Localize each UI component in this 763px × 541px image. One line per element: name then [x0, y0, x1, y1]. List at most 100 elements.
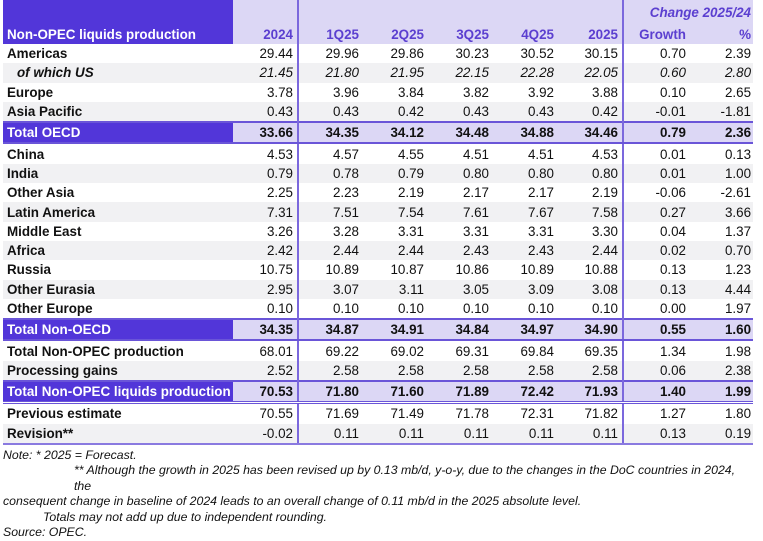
cell-2q25: 69.02	[390, 343, 424, 359]
cell-4q25: 7.67	[493, 202, 558, 222]
cell-2024: 0.10	[233, 298, 299, 320]
cell-3q25: 2.58	[428, 360, 493, 382]
col-header-2024: 2024	[233, 24, 299, 44]
cell-2025: 2.58	[558, 360, 624, 382]
cell-3q25: 0.10	[462, 301, 489, 316]
header-spacer	[233, 0, 299, 24]
cell-4q25: 0.10	[527, 301, 554, 316]
col-header-4q25: 4Q25	[493, 24, 558, 44]
cell-2q25: 2.44	[363, 240, 428, 261]
note-revision: ** Although the growth in 2025 has been …	[74, 463, 736, 493]
non-opec-production-table: Change 2025/24 Non-OPEC liquids producti…	[3, 0, 754, 445]
cell-growth: 0.04	[659, 223, 686, 239]
cell-4q25: 3.92	[527, 84, 554, 100]
cell-growth: 1.34	[659, 343, 686, 359]
cell-growth: 0.13	[623, 423, 698, 445]
cell-percent: 2.80	[698, 63, 754, 83]
cell-growth: 0.70	[659, 46, 686, 62]
cell-2q25: 3.11	[363, 279, 428, 299]
cell-3q25: 34.84	[428, 318, 493, 342]
row-label: Other Asia	[7, 185, 75, 201]
cell-4q25: 3.09	[493, 279, 558, 299]
cell-percent: -1.81	[698, 101, 754, 123]
cell-percent: 2.38	[698, 360, 754, 382]
cell-growth: 0.60	[623, 63, 698, 83]
cell-percent: 0.70	[698, 240, 754, 261]
row-label: Latin America	[3, 202, 233, 222]
header-spacer	[363, 0, 428, 24]
header-title-cell-top	[3, 0, 233, 24]
cell-growth: 0.13	[659, 262, 686, 278]
cell-percent: 1.37	[724, 223, 752, 239]
table-row: Total Non-OECD 34.35 34.87 34.91 34.84 34.97 3…	[3, 318, 754, 342]
cell-2q25: 0.11	[363, 423, 428, 445]
cell-2025: 34.90	[558, 318, 624, 342]
cell-2024: 0.79	[233, 163, 299, 184]
cell-2024: 21.45	[233, 63, 299, 83]
note-forecast: Note: * 2025 = Forecast.	[3, 447, 137, 462]
cell-2q25: 71.60	[363, 380, 428, 405]
cell-2024: 0.43	[233, 101, 299, 123]
cell-2q25: 0.79	[363, 163, 428, 184]
row-label: Other Europe	[7, 301, 93, 316]
row-label: Asia Pacific	[3, 101, 233, 123]
cell-growth: 1.27	[659, 406, 686, 422]
cell-2q25: 29.86	[390, 46, 424, 62]
cell-3q25: 3.82	[462, 84, 489, 100]
cell-4q25: 69.84	[520, 343, 554, 359]
cell-1q25: 7.51	[298, 202, 363, 222]
cell-1q25: 69.22	[325, 343, 359, 359]
cell-2025: 3.30	[558, 221, 624, 241]
cell-3q25: 71.89	[428, 380, 493, 405]
cell-2025: 0.80	[558, 163, 624, 184]
table-row: of which US 21.45 21.80 21.95 22.15 22.28 22.0…	[3, 63, 754, 83]
cell-percent: 1.00	[698, 163, 754, 184]
cell-2025: 22.05	[558, 63, 624, 83]
cell-2025: 2.44	[558, 240, 624, 261]
table-row: China 4.53 4.57 4.55 4.51 4.51 4.53 0.01 0.13	[3, 143, 753, 164]
col-header-2q25: 2Q25	[363, 24, 428, 44]
cell-2024: 2.95	[233, 279, 299, 299]
note-rounding: Totals may not add up due to independent…	[43, 509, 327, 524]
row-label: Americas	[7, 46, 68, 62]
cell-4q25: 2.58	[493, 360, 558, 382]
cell-percent: 2.39	[724, 46, 752, 62]
cell-growth: 0.06	[623, 360, 698, 382]
cell-3q25: 71.78	[455, 406, 489, 422]
cell-percent: 1.23	[724, 262, 752, 278]
cell-growth: 0.01	[659, 146, 686, 162]
table-row: Processing gains 2.52 2.58 2.58 2.58 2.58 2.58…	[3, 360, 754, 382]
cell-2024: 7.31	[233, 202, 299, 222]
cell-percent: 2.65	[724, 84, 752, 100]
cell-3q25: 7.61	[428, 202, 493, 222]
table-row: Russia 10.75 10.89 10.87 10.86 10.89 10.88 0.13…	[3, 260, 753, 280]
cell-2024: 70.53	[233, 380, 299, 405]
cell-2024: 2.42	[233, 240, 299, 261]
table-row: Total Non-OPEC liquids production 70.53 71…	[3, 380, 754, 405]
header-spacer	[428, 0, 493, 24]
cell-2025: 4.53	[558, 143, 624, 164]
cell-percent: 1.60	[698, 318, 754, 342]
cell-3q25: 4.51	[462, 146, 489, 162]
cell-percent: 0.13	[724, 146, 752, 162]
cell-2025: 0.11	[558, 423, 624, 445]
cell-3q25: 22.15	[428, 63, 493, 83]
cell-2024: 4.53	[233, 143, 299, 164]
cell-2024: 29.44	[233, 44, 299, 64]
cell-growth: 0.27	[623, 202, 698, 222]
cell-3q25: 30.23	[455, 46, 489, 62]
cell-1q25: 2.58	[298, 360, 363, 382]
cell-2q25: 34.91	[363, 318, 428, 342]
cell-growth: 0.10	[659, 84, 686, 100]
row-label: Revision**	[3, 423, 233, 445]
table-row: Americas 29.44 29.96 29.86 30.23 30.52 30.15 0.…	[3, 44, 753, 64]
row-label: Previous estimate	[7, 406, 122, 422]
cell-4q25: 3.31	[527, 223, 554, 239]
cell-2q25: 2.19	[397, 185, 424, 201]
cell-2024: 34.35	[233, 318, 299, 342]
cell-growth: 0.13	[623, 279, 698, 299]
cell-percent: 1.97	[724, 301, 752, 316]
cell-1q25: 0.10	[332, 301, 359, 316]
cell-percent: 1.99	[698, 380, 754, 405]
cell-2025: 10.88	[558, 260, 624, 280]
